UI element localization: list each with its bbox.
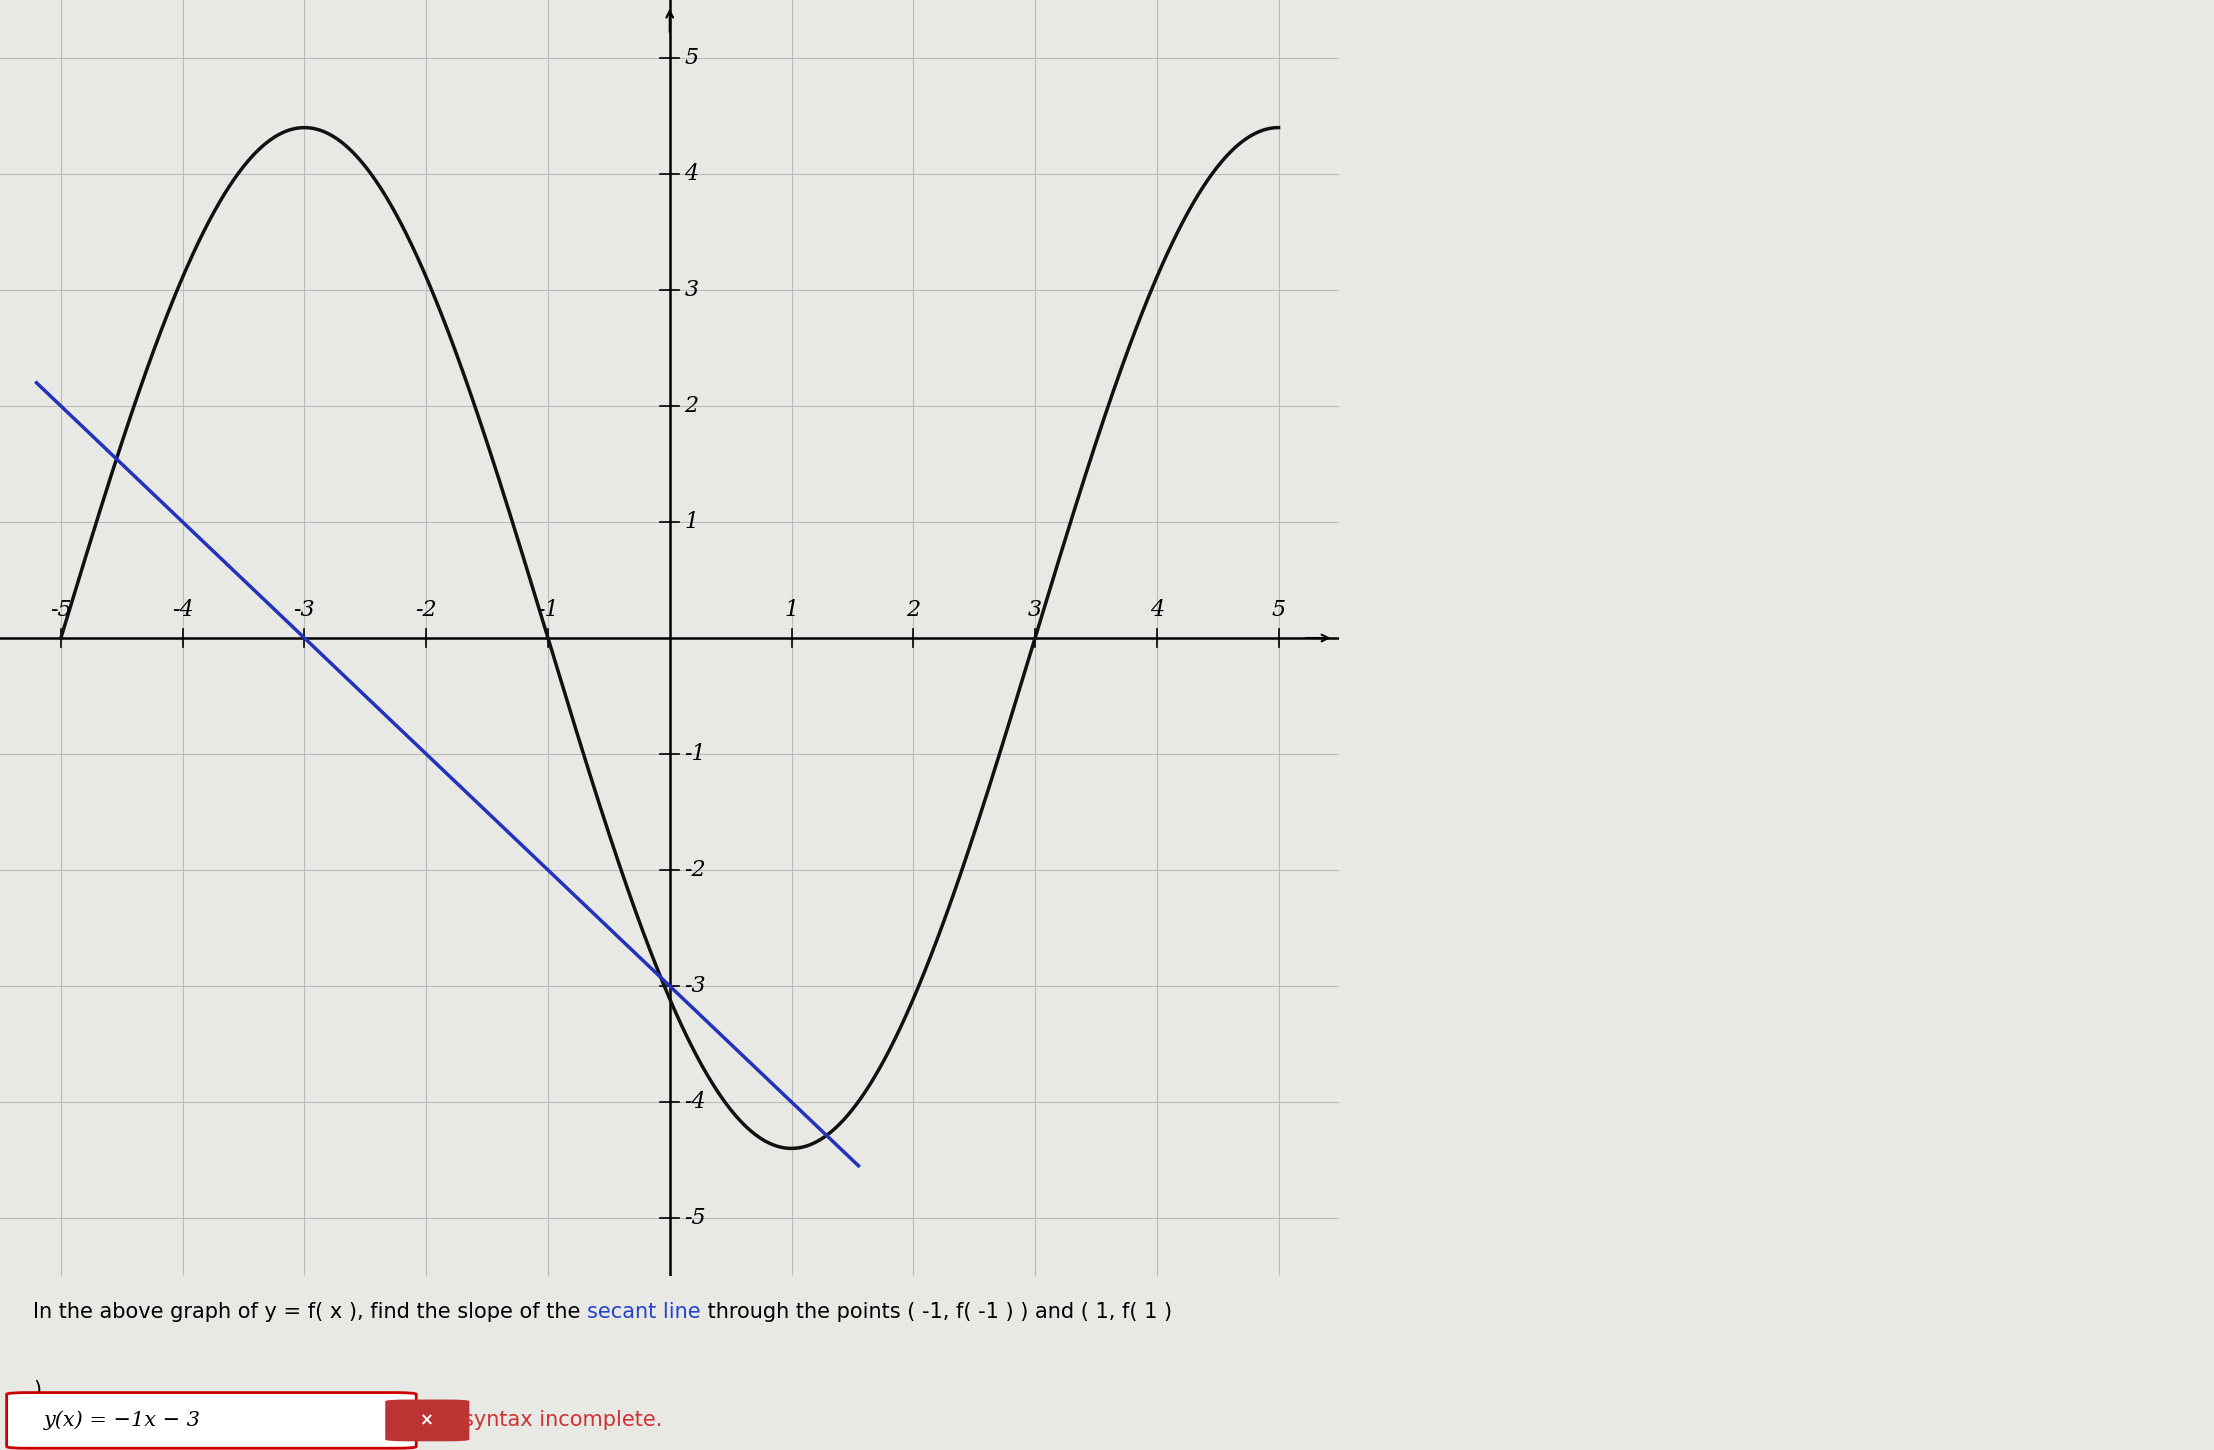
Text: -2: -2 [684, 858, 706, 882]
Text: 3: 3 [684, 278, 697, 302]
FancyBboxPatch shape [385, 1399, 469, 1441]
Text: -2: -2 [416, 599, 436, 621]
Text: In the above graph of y = f( x ), find the slope of the: In the above graph of y = f( x ), find t… [33, 1302, 587, 1322]
Text: -5: -5 [51, 599, 71, 621]
Text: syntax incomplete.: syntax incomplete. [463, 1411, 662, 1430]
Text: secant line: secant line [587, 1302, 702, 1322]
Text: 5: 5 [1271, 599, 1286, 621]
Text: -4: -4 [173, 599, 193, 621]
Text: 5: 5 [684, 46, 697, 70]
Text: -5: -5 [684, 1206, 706, 1230]
Text: 2: 2 [906, 599, 921, 621]
Text: 4: 4 [1149, 599, 1165, 621]
Text: through the points ( -1, f( -1 ) ) and ( 1, f( 1 ): through the points ( -1, f( -1 ) ) and (… [702, 1302, 1171, 1322]
FancyBboxPatch shape [7, 1392, 416, 1449]
Text: -4: -4 [684, 1090, 706, 1114]
Text: 3: 3 [1027, 599, 1043, 621]
Text: -1: -1 [538, 599, 558, 621]
Text: y(x) = −1x − 3: y(x) = −1x − 3 [44, 1411, 201, 1430]
Text: -1: -1 [684, 742, 706, 766]
Text: 4: 4 [684, 162, 697, 186]
Text: -3: -3 [294, 599, 314, 621]
Text: -3: -3 [684, 974, 706, 998]
Text: 1: 1 [684, 510, 697, 534]
Text: 2: 2 [684, 394, 697, 418]
Text: ×: × [421, 1411, 434, 1430]
Text: ).: ). [33, 1380, 49, 1401]
Text: 1: 1 [784, 599, 799, 621]
